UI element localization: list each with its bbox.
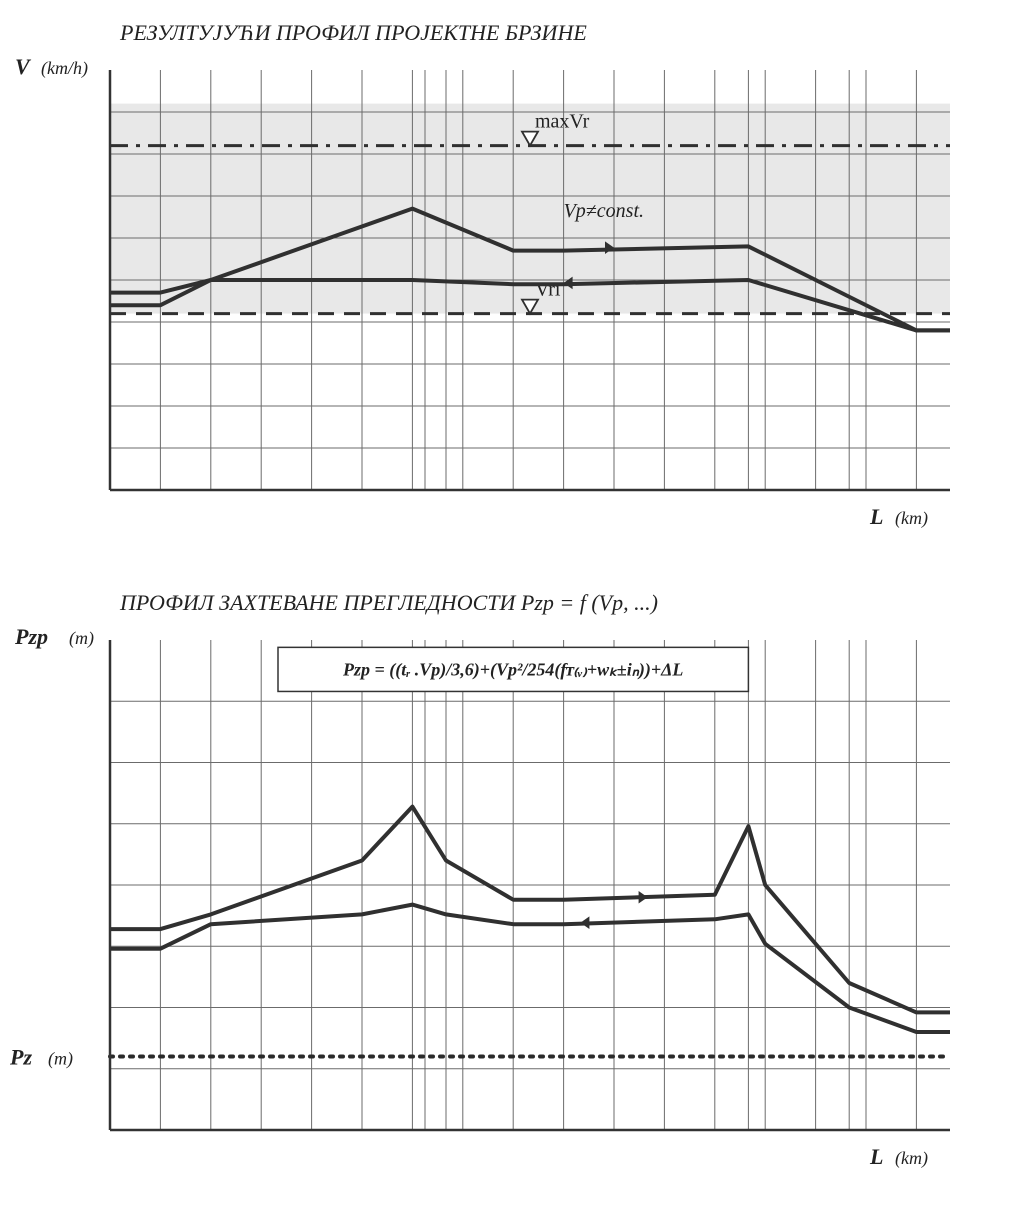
formula-text: Pzp = ((tᵣ .Vp)/3,6)+(Vp²/254(fᴛ₍ᵥ₎+wₖ±i… xyxy=(342,659,683,680)
vri-line-label: Vri xyxy=(535,279,561,301)
y-axis-label: Pzp xyxy=(14,624,48,649)
arrow-right-icon xyxy=(639,891,648,904)
chart2-title: ПРОФИЛ ЗАХТЕВАНЕ ПРЕГЛЕДНОСТИ Pzp = f (V… xyxy=(119,590,658,615)
maxvr-line-label: maxVr xyxy=(535,111,590,133)
y-axis-unit: (m) xyxy=(69,628,94,649)
series-upper xyxy=(110,807,950,1013)
y2-axis-unit: (m) xyxy=(48,1049,73,1070)
series-lower xyxy=(110,905,950,1032)
y2-axis-label: Pz xyxy=(9,1045,32,1070)
vp-label: Vp≠const. xyxy=(564,200,644,222)
x-axis-unit: (km) xyxy=(895,508,928,529)
y-axis-label: V xyxy=(15,54,32,79)
y-axis-unit: (km/h) xyxy=(41,58,88,79)
page: РЕЗУЛТУЈУЋИ ПРОФИЛ ПРОЈЕКТНЕ БРЗИНЕ maxVr… xyxy=(0,0,1024,1207)
figure-svg: РЕЗУЛТУЈУЋИ ПРОФИЛ ПРОЈЕКТНЕ БРЗИНЕ maxVr… xyxy=(0,0,1024,1207)
arrow-left-icon xyxy=(580,916,589,929)
chart1-title: РЕЗУЛТУЈУЋИ ПРОФИЛ ПРОЈЕКТНЕ БРЗИНЕ xyxy=(119,20,587,45)
x-axis-label: L xyxy=(869,504,883,529)
x-axis-label: L xyxy=(869,1144,883,1169)
x-axis-unit: (km) xyxy=(895,1148,928,1169)
